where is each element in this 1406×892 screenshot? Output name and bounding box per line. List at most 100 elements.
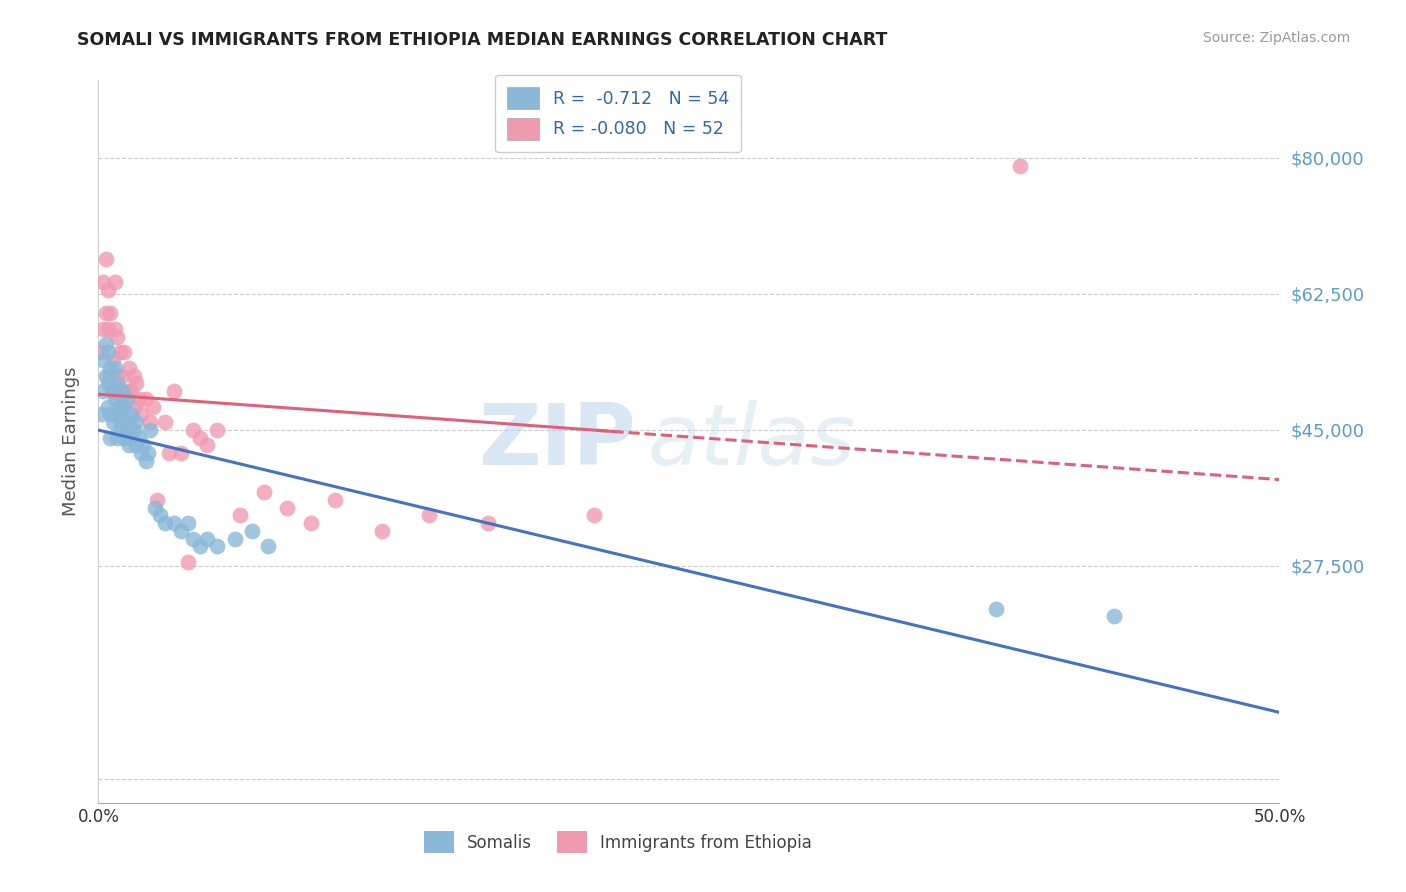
Point	[98, 408, 121, 422]
Point	[90, 345, 112, 359]
Point	[108, 400, 131, 414]
Point	[276, 500, 298, 515]
Point	[157, 446, 180, 460]
Point	[118, 438, 141, 452]
Point	[240, 524, 263, 538]
Point	[111, 384, 134, 398]
Point	[153, 415, 176, 429]
Point	[121, 408, 143, 422]
Point	[111, 392, 134, 406]
Point	[181, 423, 204, 437]
Point	[129, 446, 152, 460]
Point	[170, 446, 193, 460]
Point	[105, 431, 128, 445]
Point	[105, 329, 128, 343]
Point	[90, 408, 112, 422]
Point	[108, 345, 131, 359]
Text: SOMALI VS IMMIGRANTS FROM ETHIOPIA MEDIAN EARNINGS CORRELATION CHART: SOMALI VS IMMIGRANTS FROM ETHIOPIA MEDIA…	[77, 31, 887, 49]
Point	[97, 400, 120, 414]
Point	[122, 368, 145, 383]
Point	[170, 524, 193, 538]
Point	[984, 601, 1007, 615]
Point	[104, 392, 127, 406]
Point	[115, 423, 138, 437]
Point	[195, 438, 218, 452]
Point	[115, 384, 138, 398]
Text: Source: ZipAtlas.com: Source: ZipAtlas.com	[1202, 31, 1350, 45]
Point	[188, 540, 211, 554]
Point	[98, 368, 121, 383]
Point	[181, 532, 204, 546]
Point	[477, 516, 499, 530]
Point	[112, 400, 135, 414]
Point	[153, 516, 176, 530]
Point	[128, 431, 150, 445]
Point	[118, 415, 141, 429]
Point	[105, 376, 128, 391]
Point	[135, 454, 157, 468]
Point	[139, 423, 162, 437]
Point	[94, 306, 117, 320]
Point	[136, 446, 159, 460]
Point	[104, 360, 127, 375]
Point	[229, 508, 252, 523]
Point	[91, 322, 114, 336]
Point	[205, 423, 228, 437]
Point	[112, 431, 135, 445]
Point	[101, 384, 124, 398]
Point	[98, 431, 121, 445]
Point	[299, 516, 322, 530]
Point	[112, 400, 135, 414]
Point	[91, 384, 114, 398]
Point	[1008, 159, 1031, 173]
Point	[111, 415, 134, 429]
Point	[188, 431, 211, 445]
Point	[91, 353, 114, 368]
Point	[142, 400, 165, 414]
Point	[163, 516, 186, 530]
Point	[132, 438, 155, 452]
Point	[177, 555, 200, 569]
Point	[91, 275, 114, 289]
Point	[105, 408, 128, 422]
Point	[108, 384, 131, 398]
Point	[104, 322, 127, 336]
Point	[94, 252, 117, 266]
Point	[224, 532, 246, 546]
Point	[146, 492, 169, 507]
Point	[97, 283, 120, 297]
Point	[323, 492, 346, 507]
Point	[128, 392, 150, 406]
Point	[371, 524, 394, 538]
Point	[122, 400, 145, 414]
Point	[257, 540, 280, 554]
Point	[104, 275, 127, 289]
Text: atlas: atlas	[648, 400, 856, 483]
Point	[112, 345, 135, 359]
Point	[1102, 609, 1125, 624]
Point	[149, 508, 172, 523]
Point	[122, 423, 145, 437]
Point	[105, 368, 128, 383]
Point	[125, 438, 148, 452]
Point	[98, 360, 121, 375]
Point	[118, 360, 141, 375]
Point	[97, 322, 120, 336]
Point	[94, 368, 117, 383]
Point	[97, 376, 120, 391]
Point	[195, 532, 218, 546]
Point	[583, 508, 606, 523]
Text: ZIP: ZIP	[478, 400, 636, 483]
Point	[125, 415, 148, 429]
Point	[94, 337, 117, 351]
Point	[253, 485, 276, 500]
Point	[121, 384, 143, 398]
Point	[177, 516, 200, 530]
Point	[111, 368, 134, 383]
Point	[143, 500, 166, 515]
Point	[129, 408, 152, 422]
Point	[115, 392, 138, 406]
Point	[101, 353, 124, 368]
Y-axis label: Median Earnings: Median Earnings	[62, 367, 80, 516]
Legend: Somalis, Immigrants from Ethiopia: Somalis, Immigrants from Ethiopia	[418, 825, 820, 860]
